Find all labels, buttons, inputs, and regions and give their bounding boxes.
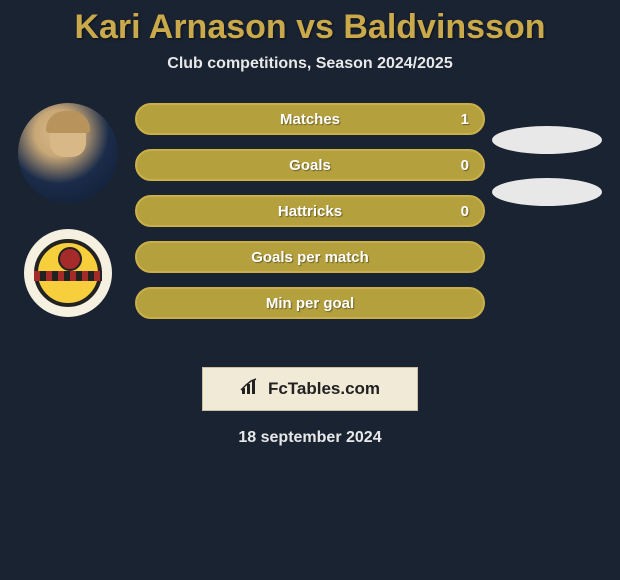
comparison-blob-icon [492, 126, 602, 154]
stats-column: Matches 1 Goals 0 Hattricks 0 Goals per … [135, 103, 485, 333]
page-title: Kari Arnason vs Baldvinsson [0, 0, 620, 47]
stat-pill: Hattricks [135, 195, 485, 227]
stat-pill: Matches [135, 103, 485, 135]
stat-value: 1 [461, 103, 469, 135]
player-avatar [18, 103, 118, 203]
stat-row-matches: Matches 1 [135, 103, 485, 135]
date-label: 18 september 2024 [0, 429, 620, 447]
brand-text: FcTables.com [268, 379, 380, 399]
stat-row-goals-per-match: Goals per match [135, 241, 485, 273]
stat-value: 0 [461, 149, 469, 181]
club-avatar [24, 229, 112, 317]
stat-pill: Goals [135, 149, 485, 181]
chart-icon [240, 378, 262, 401]
stat-pill: Goals per match [135, 241, 485, 273]
stat-label: Hattricks [278, 203, 342, 220]
stat-label: Goals per match [251, 249, 369, 266]
stat-label: Goals [289, 157, 331, 174]
stat-pill: Min per goal [135, 287, 485, 319]
avatar-column [10, 103, 125, 317]
club-badge-icon [34, 239, 102, 307]
comparison-blob-icon [492, 178, 602, 206]
page-subtitle: Club competitions, Season 2024/2025 [0, 55, 620, 73]
stat-row-min-per-goal: Min per goal [135, 287, 485, 319]
stat-row-goals: Goals 0 [135, 149, 485, 181]
stat-label: Matches [280, 111, 340, 128]
stat-row-hattricks: Hattricks 0 [135, 195, 485, 227]
stat-value: 0 [461, 195, 469, 227]
brand-logo: FcTables.com [202, 367, 418, 411]
stat-label: Min per goal [266, 295, 354, 312]
